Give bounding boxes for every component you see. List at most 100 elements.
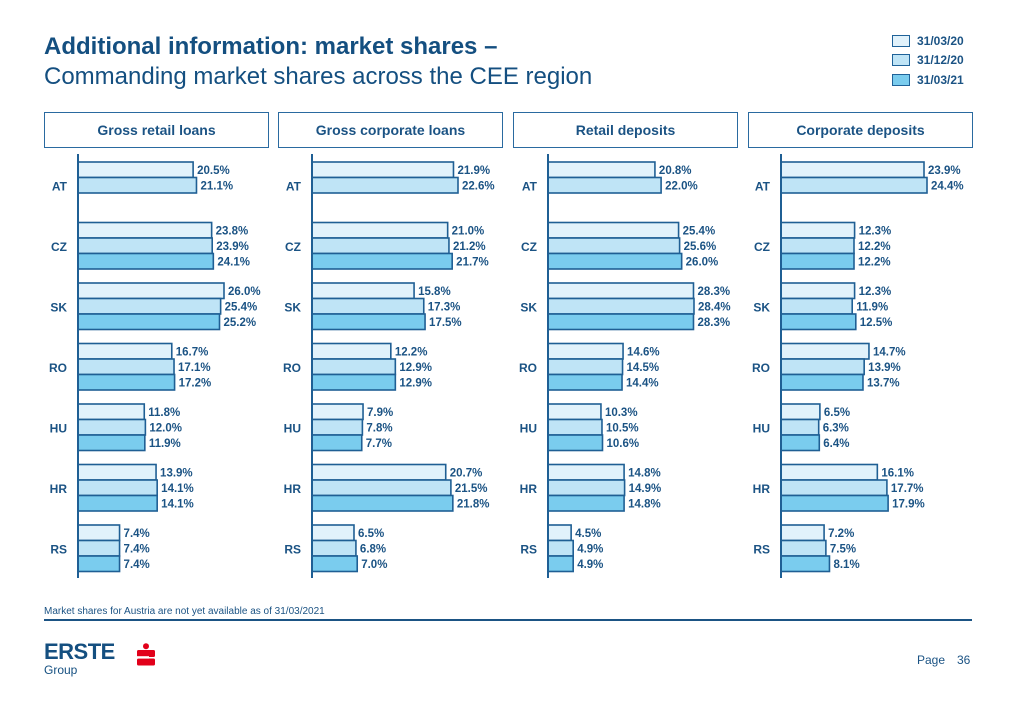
data-label: 6.5% xyxy=(358,528,384,540)
data-label: 25.4% xyxy=(683,226,716,238)
category-label-hu: HU xyxy=(753,421,770,435)
data-label: 16.1% xyxy=(881,468,914,480)
data-label: 20.8% xyxy=(659,165,692,177)
bar-ro-31-12-20 xyxy=(77,358,175,376)
category-label-rs: RS xyxy=(284,542,301,556)
category-label-sk: SK xyxy=(520,300,537,314)
data-label: 12.2% xyxy=(858,241,891,253)
bar-sk-31-03-21 xyxy=(547,313,695,331)
data-label: 21.5% xyxy=(455,483,488,495)
bar-cz-31-12-20 xyxy=(547,237,681,255)
data-label: 14.8% xyxy=(628,499,661,511)
data-label: 17.2% xyxy=(179,378,212,390)
bar-hr-31-03-20 xyxy=(547,463,625,481)
data-label: 22.6% xyxy=(462,181,495,193)
category-label-sk: SK xyxy=(753,300,770,314)
category-label-hu: HU xyxy=(50,421,67,435)
bar-cz-31-03-20 xyxy=(547,221,680,239)
bar-hu-31-03-21 xyxy=(311,434,363,452)
data-label: 14.4% xyxy=(626,378,659,390)
bar-rs-31-12-20 xyxy=(77,539,121,557)
bar-at-31-03-20 xyxy=(77,161,194,179)
data-label: 6.5% xyxy=(824,407,850,419)
bar-rs-31-12-20 xyxy=(780,539,827,557)
data-label: 24.1% xyxy=(217,257,250,269)
bar-cz-31-12-20 xyxy=(77,237,214,255)
data-label: 12.0% xyxy=(149,423,182,435)
data-label: 17.9% xyxy=(892,499,925,511)
bar-hu-31-03-20 xyxy=(77,403,146,421)
data-label: 21.8% xyxy=(457,499,490,511)
category-label-cz: CZ xyxy=(285,240,301,254)
data-label: 7.0% xyxy=(361,559,387,571)
panel-header-corporate-deposits: Corporate deposits xyxy=(748,112,973,148)
category-label-ro: RO xyxy=(519,361,537,375)
data-label: 10.3% xyxy=(605,407,638,419)
bar-rs-31-03-21 xyxy=(780,555,831,573)
bar-hu-31-12-20 xyxy=(77,418,147,436)
bar-at-31-12-20 xyxy=(780,176,928,194)
bar-sk-31-03-20 xyxy=(547,282,695,300)
category-label-ro: RO xyxy=(49,361,67,375)
data-label: 7.4% xyxy=(124,559,150,571)
legend-item: 31/12/20 xyxy=(892,51,964,71)
data-label: 17.3% xyxy=(428,302,461,314)
data-label: 26.0% xyxy=(228,286,261,298)
legend-swatch xyxy=(892,54,910,67)
bar-hr-31-12-20 xyxy=(547,479,626,497)
bar-sk-31-03-21 xyxy=(780,313,857,331)
legend-label: 31/03/20 xyxy=(917,33,964,48)
data-label: 14.1% xyxy=(161,499,194,511)
legend-label: 31/12/20 xyxy=(917,53,964,68)
data-label: 10.5% xyxy=(606,423,639,435)
bar-sk-31-03-20 xyxy=(311,282,415,300)
data-label: 7.9% xyxy=(367,407,393,419)
bar-at-31-03-20 xyxy=(780,161,925,179)
data-label: 17.7% xyxy=(891,483,924,495)
bar-cz-31-03-21 xyxy=(77,252,215,270)
data-label: 13.9% xyxy=(868,362,901,374)
bar-hr-31-03-20 xyxy=(311,463,447,481)
bar-hu-31-03-20 xyxy=(547,403,602,421)
bar-hu-31-12-20 xyxy=(780,418,820,436)
panel-header-retail-deposits: Retail deposits xyxy=(513,112,738,148)
data-label: 6.8% xyxy=(360,544,386,556)
bar-at-31-12-20 xyxy=(547,176,662,194)
erste-group-logo: ERSTE Group xyxy=(44,641,155,677)
bar-ro-31-03-21 xyxy=(547,373,623,391)
bar-hr-31-03-21 xyxy=(780,494,889,512)
bar-sk-31-12-20 xyxy=(780,297,854,315)
data-label: 4.9% xyxy=(577,559,603,571)
bar-ro-31-12-20 xyxy=(311,358,397,376)
data-label: 10.6% xyxy=(606,438,639,450)
bar-hr-31-03-20 xyxy=(77,463,157,481)
data-label: 14.1% xyxy=(161,483,194,495)
bar-ro-31-03-21 xyxy=(311,373,397,391)
bar-hu-31-03-21 xyxy=(780,434,821,452)
bar-sk-31-12-20 xyxy=(77,297,222,315)
bar-rs-31-12-20 xyxy=(311,539,357,557)
data-label: 6.3% xyxy=(823,423,849,435)
data-label: 16.7% xyxy=(176,347,209,359)
bar-sk-31-03-21 xyxy=(311,313,426,331)
bar-rs-31-03-21 xyxy=(77,555,121,573)
data-label: 4.9% xyxy=(577,544,603,556)
category-label-rs: RS xyxy=(520,542,537,556)
category-label-at: AT xyxy=(755,179,771,193)
data-label: 20.7% xyxy=(450,468,483,480)
bar-at-31-12-20 xyxy=(77,176,198,194)
data-label: 28.3% xyxy=(697,286,730,298)
data-label: 12.2% xyxy=(395,347,428,359)
bar-hr-31-12-20 xyxy=(77,479,158,497)
bar-cz-31-03-21 xyxy=(311,252,453,270)
category-label-at: AT xyxy=(522,179,538,193)
bar-ro-31-03-20 xyxy=(780,342,870,360)
data-label: 6.4% xyxy=(823,438,849,450)
bar-rs-31-12-20 xyxy=(547,539,574,557)
data-label: 4.5% xyxy=(575,528,601,540)
bar-cz-31-12-20 xyxy=(311,237,450,255)
bar-at-31-03-20 xyxy=(311,161,455,179)
bar-ro-31-12-20 xyxy=(547,358,624,376)
data-label: 7.2% xyxy=(828,528,854,540)
category-label-rs: RS xyxy=(753,542,770,556)
